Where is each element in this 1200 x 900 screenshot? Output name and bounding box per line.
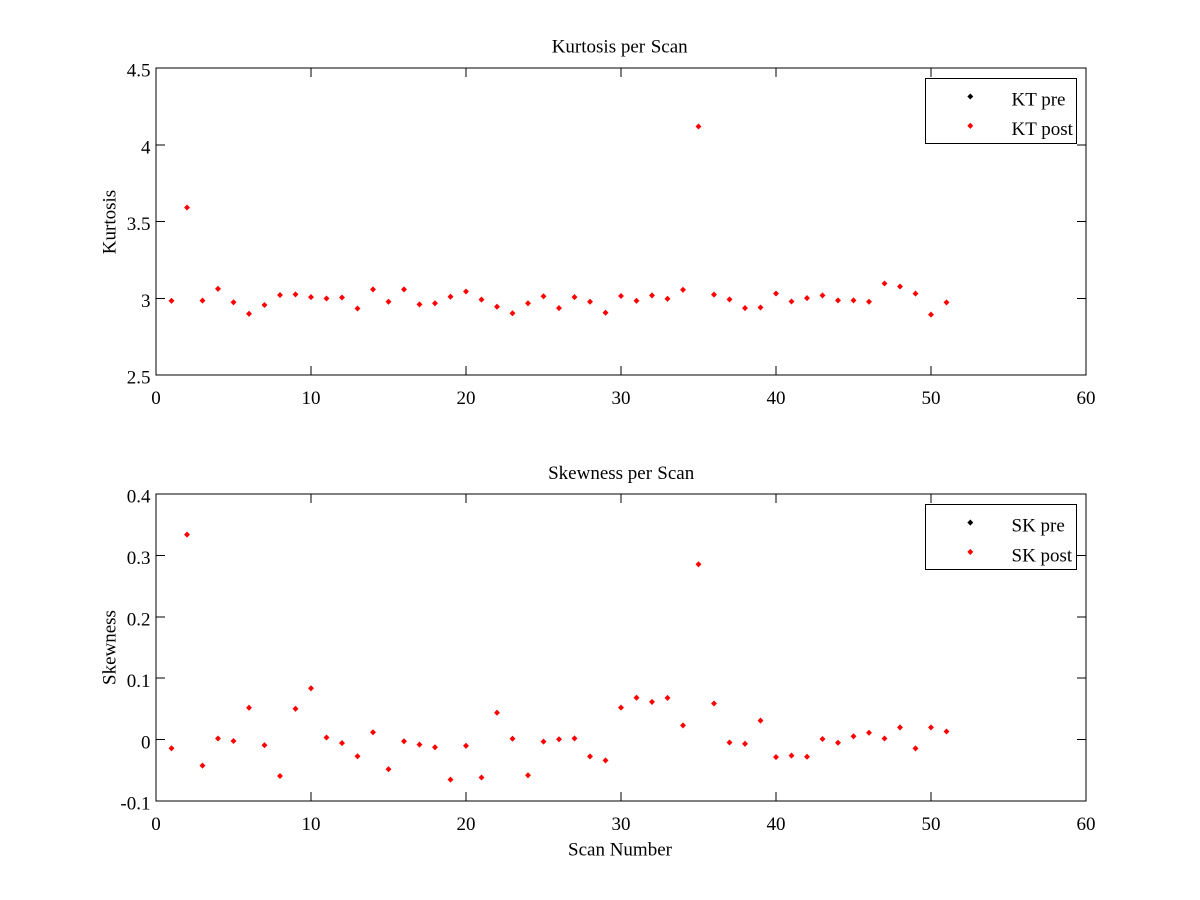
svg-text:Kurtosis: Kurtosis [99, 190, 120, 254]
svg-text:10: 10 [302, 814, 321, 835]
svg-text:0: 0 [151, 814, 161, 835]
svg-text:0: 0 [141, 732, 151, 753]
svg-text:Skewness: Skewness [99, 610, 120, 685]
svg-text:Scan: Scan [651, 37, 688, 58]
svg-text:60: 60 [1077, 388, 1096, 409]
svg-text:KT post: KT post [1012, 119, 1074, 140]
svg-text:0.4: 0.4 [127, 487, 151, 508]
svg-text:60: 60 [1077, 814, 1096, 835]
svg-text:30: 30 [612, 388, 631, 409]
svg-text:40: 40 [767, 814, 786, 835]
svg-text:4.5: 4.5 [127, 61, 151, 82]
svg-text:3: 3 [141, 291, 151, 312]
svg-text:SK post: SK post [1012, 545, 1073, 566]
svg-text:Scan Number: Scan Number [568, 840, 673, 861]
svg-text:0.1: 0.1 [127, 671, 151, 692]
svg-text:2.5: 2.5 [127, 368, 151, 389]
svg-text:40: 40 [767, 388, 786, 409]
svg-text:50: 50 [922, 814, 941, 835]
svg-text:20: 20 [457, 814, 476, 835]
svg-text:30: 30 [612, 814, 631, 835]
svg-text:Scan: Scan [657, 463, 694, 484]
svg-text:50: 50 [922, 388, 941, 409]
svg-text:-0.1: -0.1 [120, 794, 150, 815]
svg-text:0.3: 0.3 [127, 548, 151, 569]
svg-text:Skewness per: Skewness per [548, 463, 653, 484]
svg-text:3.5: 3.5 [127, 214, 151, 235]
svg-text:KT pre: KT pre [1012, 89, 1066, 110]
svg-text:SK pre: SK pre [1012, 516, 1065, 537]
svg-text:0.2: 0.2 [127, 610, 151, 631]
svg-text:Kurtosis per: Kurtosis per [552, 37, 646, 58]
svg-text:4: 4 [141, 137, 151, 158]
svg-text:10: 10 [302, 388, 321, 409]
svg-text:0: 0 [151, 388, 161, 409]
svg-text:20: 20 [457, 388, 476, 409]
